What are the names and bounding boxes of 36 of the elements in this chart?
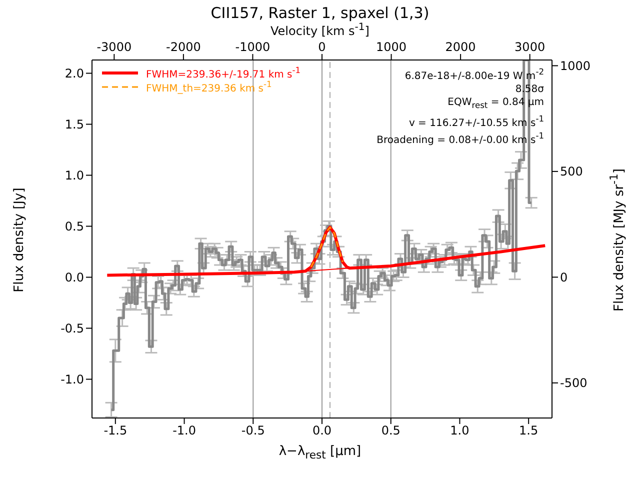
y-tick-label: 2.0: [64, 66, 84, 81]
legend-label: FWHM_th=239.36 km s$^{-1}$: [146, 79, 272, 95]
x-tick-label: 1.0: [450, 424, 470, 438]
x-tick-label: -0.5: [241, 424, 265, 438]
x2-axis-title: Velocity [km s$^{-1}$]: [270, 22, 370, 38]
x2-tick-label: 0: [318, 40, 326, 54]
y-tick-label: 0.5: [64, 220, 84, 234]
x-tick-label: -1.5: [104, 424, 128, 438]
y-tick-label: 1.0: [64, 168, 84, 183]
annotation: EQW$_{rest}$ = 0.84 µm: [448, 97, 544, 110]
y-tick-label: 0.0: [64, 270, 84, 285]
y-tick-label: -1.0: [60, 372, 84, 386]
annotation: 6.87e-18+/-8.00e-19 W m$^{-2}$: [404, 67, 544, 82]
y-tick-label: -0.5: [60, 322, 84, 336]
x-tick-label: 0.0: [312, 424, 332, 438]
y2-tick-label: 500: [560, 164, 583, 179]
y2-tick-label: 1000: [560, 58, 591, 73]
x2-tick-label: 1000: [376, 40, 407, 54]
x-axis-title: λ−λ$_{rest}$ [µm]: [278, 444, 362, 462]
x2-tick-label: -1000: [235, 40, 270, 54]
chart-title: CII157, Raster 1, spaxel (1,3): [210, 4, 430, 22]
x-tick-label: 1.5: [519, 424, 538, 438]
x2-tick-label: 2000: [445, 40, 476, 54]
legend-label: FWHM=239.36+/-19.71 km s$^{-1}$: [146, 65, 301, 81]
y-tick-label: 1.5: [64, 118, 84, 132]
annotation: v = 116.27+/-10.55 km s$^{-1}$: [408, 113, 544, 129]
y2-tick-label: 0: [560, 270, 568, 284]
x-tick-label: 0.5: [381, 424, 400, 438]
x2-tick-label: -2000: [166, 40, 201, 54]
x2-tick-label: 3000: [514, 40, 546, 54]
annotation: 8.58σ: [515, 84, 544, 96]
x2-tick-label: -3000: [96, 40, 132, 54]
y-axis-title: Flux density [Jy]: [12, 188, 27, 292]
annotation: Broadening = 0.08+/-0.00 km s$^{-1}$: [376, 130, 544, 146]
x-tick-label: -1.0: [172, 424, 196, 438]
y2-tick-label: -500: [560, 376, 588, 390]
